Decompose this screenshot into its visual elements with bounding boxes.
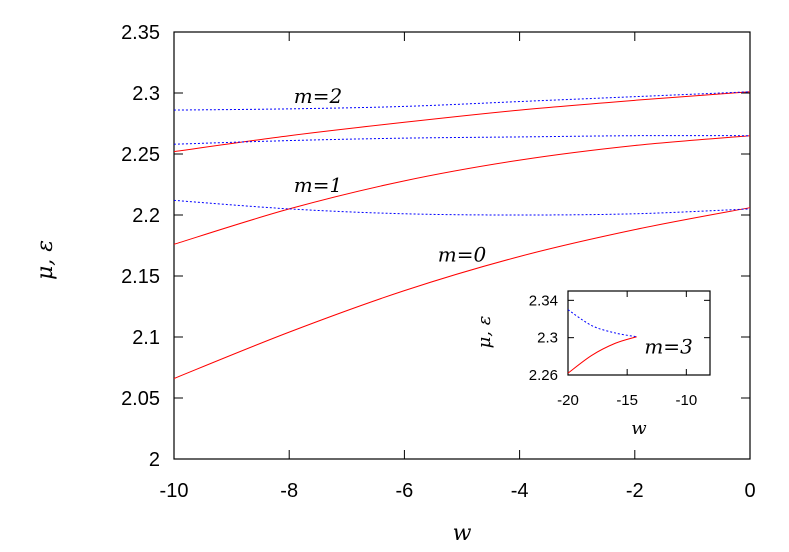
main-x-tick-label: -4 <box>511 480 529 502</box>
main-solid-series-line <box>173 91 751 153</box>
main-y-axis-label: μ, ε <box>33 240 58 280</box>
inset-solid-series-line <box>567 336 637 374</box>
inset-plot: -20 -15 -10 2.26 2.3 2.34 m=3 w μ, ε <box>474 290 711 439</box>
main-x-tick-label: -8 <box>280 480 298 502</box>
inset-annotation-label: m=3 <box>644 335 692 359</box>
main-y-tick-label: 2.35 <box>121 22 160 44</box>
main-y-tick-label: 2.15 <box>121 266 160 288</box>
inset-y-tick-label: 2.26 <box>529 367 558 384</box>
main-y-tick-label: 2.05 <box>121 388 160 410</box>
inset-x-axis-label: w <box>631 418 647 439</box>
main-x-tick-label: -6 <box>396 480 414 502</box>
main-series <box>173 91 751 379</box>
main-x-tick-label: 0 <box>744 480 755 502</box>
inset-y-tick-label: 2.34 <box>529 292 558 309</box>
main-plot-frame <box>173 31 751 460</box>
main-dashed-series-line <box>173 135 751 145</box>
main-annotation-label: m=2 <box>294 84 342 108</box>
main-y-tick-label: 2.1 <box>132 327 160 349</box>
inset-x-tick-label: -15 <box>616 392 638 409</box>
main-ticks: -10 -8 -6 -4 -2 022.052.12.152.22.252.32.35 <box>121 22 756 502</box>
main-dashed-series-line <box>173 199 751 216</box>
inset-series <box>567 309 637 374</box>
main-annotation-label: m=0 <box>438 242 487 266</box>
inset-y-tick-label: 2.3 <box>537 330 558 347</box>
main-annotations: m=2 m=1 m=0 <box>294 84 487 267</box>
inset-x-tick-label: -20 <box>557 392 579 409</box>
main-x-tick-label: -2 <box>626 480 644 502</box>
main-y-tick-label: 2.2 <box>132 205 160 227</box>
main-plot: -10 -8 -6 -4 -2 022.052.12.152.22.252.32.35 m… <box>33 22 756 546</box>
main-solid-series-line <box>173 135 751 245</box>
main-solid-series-line <box>173 207 751 379</box>
main-y-tick-label: 2 <box>149 449 160 471</box>
inset-plot-frame <box>567 290 711 376</box>
inset-annotations: m=3 <box>644 335 692 359</box>
main-dashed-series-line <box>173 91 751 111</box>
inset-dashed-series-line <box>567 309 637 338</box>
main-annotation-label: m=1 <box>294 173 342 197</box>
main-y-tick-label: 2.25 <box>121 144 160 166</box>
main-x-axis-label: w <box>453 521 472 546</box>
inset-ticks: -20 -15 -10 2.26 2.3 2.34 <box>529 291 710 409</box>
inset-y-axis-label: μ, ε <box>474 316 495 349</box>
inset-x-tick-label: -10 <box>675 392 697 409</box>
main-y-tick-label: 2.3 <box>132 83 160 105</box>
main-x-tick-label: -10 <box>160 480 189 502</box>
